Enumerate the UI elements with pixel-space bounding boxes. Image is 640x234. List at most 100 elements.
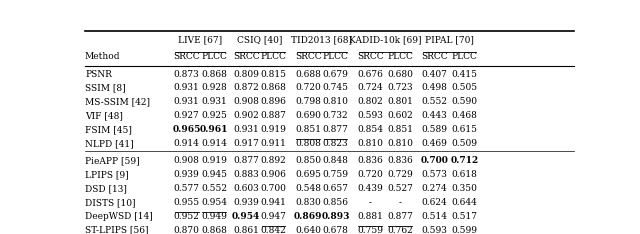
Text: -: - [369,198,372,207]
Text: DISTS [10]: DISTS [10] [85,198,136,207]
Text: 0.505: 0.505 [451,83,477,92]
Text: 0.720: 0.720 [295,83,321,92]
Text: 0.868: 0.868 [201,69,227,79]
Text: 0.732: 0.732 [323,111,348,120]
Text: 0.870: 0.870 [173,226,200,234]
Text: 0.439: 0.439 [357,184,383,193]
Text: 0.723: 0.723 [387,83,413,92]
Text: 0.415: 0.415 [451,69,477,79]
Text: 0.810: 0.810 [357,139,383,148]
Text: 0.931: 0.931 [174,97,200,106]
Text: 0.690: 0.690 [295,111,321,120]
Text: 0.809: 0.809 [233,69,259,79]
Text: 0.695: 0.695 [295,170,321,179]
Text: 0.350: 0.350 [451,184,477,193]
Text: 0.618: 0.618 [451,170,477,179]
Text: 0.599: 0.599 [451,226,477,234]
Text: 0.952: 0.952 [173,212,200,221]
Text: 0.603: 0.603 [234,184,259,193]
Text: 0.810: 0.810 [323,97,348,106]
Text: LPIPS [9]: LPIPS [9] [85,170,129,179]
Text: 0.577: 0.577 [173,184,200,193]
Text: PLCC: PLCC [201,51,227,61]
Text: DSD [13]: DSD [13] [85,184,127,193]
Text: 0.798: 0.798 [295,97,321,106]
Text: 0.848: 0.848 [323,156,348,165]
Text: 0.883: 0.883 [234,170,259,179]
Text: 0.906: 0.906 [260,170,286,179]
Text: 0.917: 0.917 [233,139,259,148]
Text: KADID-10k [69]: KADID-10k [69] [349,35,421,44]
Text: 0.836: 0.836 [387,156,413,165]
Text: 0.514: 0.514 [422,212,447,221]
Text: 0.552: 0.552 [201,184,227,193]
Text: 0.881: 0.881 [357,212,383,221]
Text: LIVE [67]: LIVE [67] [178,35,222,44]
Text: 0.892: 0.892 [260,156,286,165]
Text: 0.850: 0.850 [295,156,321,165]
Text: 0.552: 0.552 [422,97,447,106]
Text: 0.527: 0.527 [387,184,413,193]
Text: 0.931: 0.931 [174,83,200,92]
Text: 0.468: 0.468 [451,111,477,120]
Text: 0.887: 0.887 [260,111,286,120]
Text: 0.720: 0.720 [357,170,383,179]
Text: 0.678: 0.678 [323,226,348,234]
Text: 0.939: 0.939 [174,170,200,179]
Text: 0.517: 0.517 [451,212,477,221]
Text: 0.868: 0.868 [201,226,227,234]
Text: 0.745: 0.745 [323,83,348,92]
Text: 0.965: 0.965 [172,125,201,134]
Text: MS-SSIM [42]: MS-SSIM [42] [85,97,150,106]
Text: 0.407: 0.407 [422,69,447,79]
Text: 0.688: 0.688 [295,69,321,79]
Text: 0.657: 0.657 [323,184,348,193]
Text: 0.931: 0.931 [201,97,227,106]
Text: 0.949: 0.949 [201,212,227,221]
Text: 0.914: 0.914 [173,139,200,148]
Text: 0.927: 0.927 [174,111,200,120]
Text: SRCC: SRCC [357,51,383,61]
Text: TID2013 [68]: TID2013 [68] [291,35,352,44]
Text: NLPD [41]: NLPD [41] [85,139,134,148]
Text: 0.573: 0.573 [422,170,447,179]
Text: 0.676: 0.676 [357,69,383,79]
Text: 0.941: 0.941 [260,198,286,207]
Text: 0.509: 0.509 [451,139,477,148]
Text: 0.274: 0.274 [422,184,447,193]
Text: 0.861: 0.861 [233,226,259,234]
Text: ST-LPIPS [56]: ST-LPIPS [56] [85,226,148,234]
Text: 0.602: 0.602 [387,111,413,120]
Text: 0.762: 0.762 [387,226,413,234]
Text: 0.877: 0.877 [387,212,413,221]
Text: -: - [399,198,401,207]
Text: 0.810: 0.810 [387,139,413,148]
Text: 0.836: 0.836 [357,156,383,165]
Text: 0.908: 0.908 [173,156,200,165]
Text: 0.945: 0.945 [201,170,227,179]
Text: 0.873: 0.873 [174,69,200,79]
Text: 0.724: 0.724 [357,83,383,92]
Text: 0.593: 0.593 [422,226,447,234]
Text: 0.954: 0.954 [232,212,260,221]
Text: 0.590: 0.590 [451,97,477,106]
Text: SSIM [8]: SSIM [8] [85,83,125,92]
Text: 0.443: 0.443 [422,111,447,120]
Text: 0.955: 0.955 [173,198,200,207]
Text: 0.872: 0.872 [234,83,259,92]
Text: 0.679: 0.679 [323,69,348,79]
Text: 0.961: 0.961 [200,125,228,134]
Text: FSIM [45]: FSIM [45] [85,125,132,134]
Text: 0.498: 0.498 [422,83,447,92]
Text: 0.624: 0.624 [422,198,447,207]
Text: 0.925: 0.925 [201,111,227,120]
Text: 0.830: 0.830 [295,198,321,207]
Text: 0.593: 0.593 [357,111,383,120]
Text: 0.939: 0.939 [234,198,259,207]
Text: 0.700: 0.700 [260,184,286,193]
Text: PSNR: PSNR [85,69,112,79]
Text: 0.851: 0.851 [387,125,413,134]
Text: PieAPP [59]: PieAPP [59] [85,156,140,165]
Text: 0.908: 0.908 [233,97,259,106]
Text: 0.644: 0.644 [451,198,477,207]
